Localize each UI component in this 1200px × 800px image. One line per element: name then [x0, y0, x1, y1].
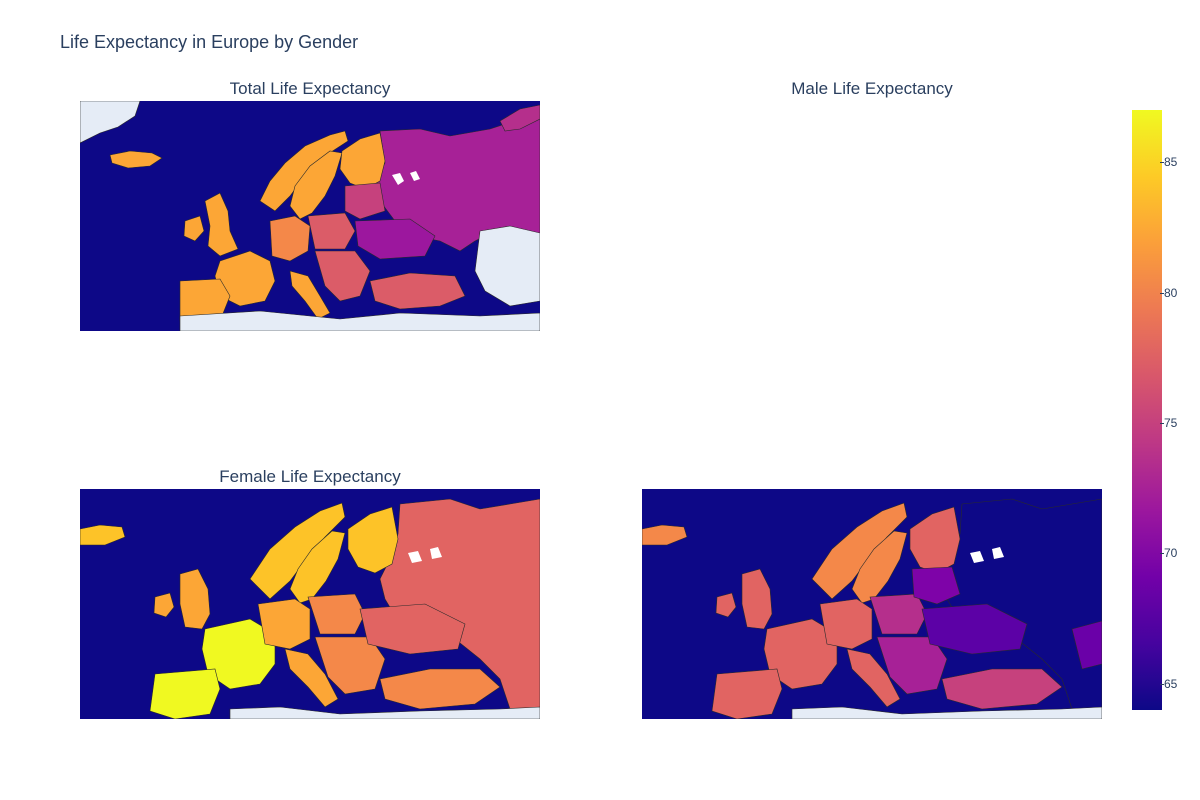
lake [410, 171, 420, 181]
total-map-svg [80, 101, 540, 331]
germany[interactable] [257, 598, 311, 650]
italy[interactable] [284, 648, 339, 708]
ireland[interactable] [153, 592, 175, 618]
poland[interactable] [307, 593, 366, 635]
iberia[interactable] [149, 668, 221, 719]
poland[interactable] [869, 593, 928, 635]
north-africa [179, 310, 540, 331]
belarus-baltics[interactable] [911, 566, 961, 605]
colorbar-tick-label: 75 [1164, 416, 1178, 431]
lake [992, 547, 1004, 559]
colorbar-tick-label: 80 [1164, 285, 1178, 300]
finland[interactable] [339, 132, 386, 190]
north-africa [791, 706, 1102, 719]
ukraine[interactable] [359, 603, 466, 655]
ukraine[interactable] [354, 218, 436, 260]
figure-title: Life Expectancy in Europe by Gender [60, 32, 359, 52]
ukraine[interactable] [921, 603, 1028, 655]
france[interactable] [763, 618, 838, 690]
ireland[interactable] [183, 215, 205, 242]
germany[interactable] [269, 215, 311, 262]
colorbar-tick-label: 65 [1164, 676, 1178, 691]
balkans[interactable] [314, 250, 371, 302]
lake [408, 551, 422, 563]
lake [970, 551, 984, 563]
female-map-svg [80, 489, 540, 719]
total-map-title: Total Life Expectancy [229, 79, 391, 98]
turkey[interactable] [379, 668, 501, 710]
lake [392, 173, 404, 185]
poland[interactable] [307, 212, 356, 250]
uk[interactable] [179, 568, 211, 630]
colorbar-tick-label: 85 [1164, 155, 1178, 170]
uk[interactable] [741, 568, 773, 630]
norway[interactable] [811, 502, 908, 600]
colorbar-gradient [1132, 110, 1162, 710]
finland[interactable] [347, 506, 399, 574]
colorbar-tick-label: 70 [1164, 546, 1178, 561]
italy[interactable] [289, 270, 331, 320]
north-africa [229, 706, 540, 719]
male-map-svg [642, 489, 1102, 719]
uk[interactable] [204, 192, 239, 257]
norway[interactable] [249, 502, 346, 600]
iceland[interactable] [109, 150, 163, 169]
colorbar-tick-mark [1160, 553, 1164, 555]
male-map-title: Male Life Expectancy [791, 79, 953, 98]
colorbar-tick-mark [1160, 162, 1164, 164]
female-life-expectancy-map[interactable] [80, 489, 540, 719]
sweden[interactable] [289, 530, 346, 604]
kazakhstan [474, 225, 540, 307]
sweden[interactable] [289, 150, 343, 220]
finland[interactable] [909, 506, 961, 574]
greenland [80, 101, 141, 144]
iberia[interactable] [711, 668, 783, 719]
sweden[interactable] [851, 530, 908, 604]
belarus-baltics[interactable] [344, 182, 386, 220]
norway[interactable] [259, 130, 349, 212]
turkey[interactable] [369, 272, 466, 310]
colorbar [1132, 110, 1162, 710]
lake [430, 547, 442, 559]
germany[interactable] [819, 598, 873, 650]
ireland[interactable] [715, 592, 737, 618]
italy[interactable] [846, 648, 901, 708]
russia[interactable] [379, 498, 540, 719]
colorbar-tick-mark [1160, 423, 1164, 425]
kazakhstan[interactable] [1071, 620, 1102, 670]
iceland[interactable] [80, 524, 126, 546]
male-life-expectancy-map[interactable] [642, 489, 1102, 719]
colorbar-tick-mark [1160, 683, 1164, 685]
female-map-title: Female Life Expectancy [219, 467, 401, 486]
colorbar-tick-mark [1160, 292, 1164, 294]
total-life-expectancy-map[interactable] [80, 101, 540, 331]
france[interactable] [201, 618, 276, 690]
russia-north[interactable] [499, 104, 540, 132]
iceland[interactable] [642, 524, 688, 546]
turkey[interactable] [941, 668, 1063, 710]
